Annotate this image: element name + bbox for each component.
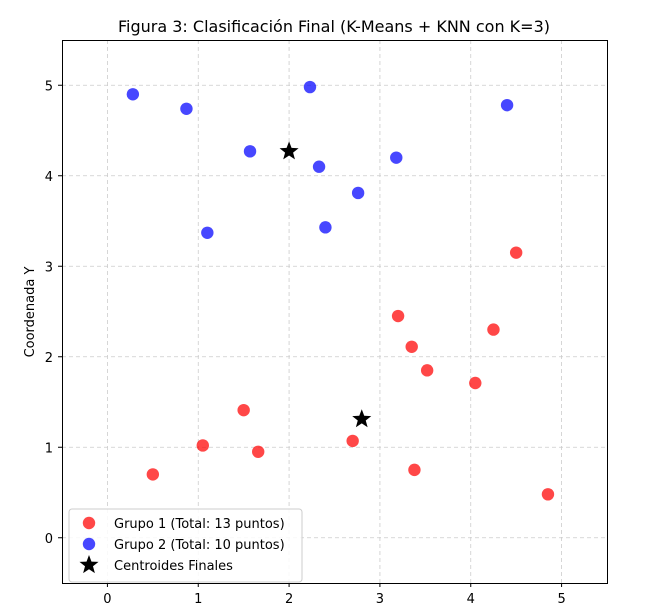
grupo-2-point: [201, 226, 214, 239]
grupo-1-point: [405, 340, 418, 353]
legend-marker: [82, 516, 96, 530]
x-tick-label: 2: [285, 592, 293, 607]
grupo-2-point: [243, 145, 257, 158]
grupo-1-point: [391, 309, 405, 323]
grupo-2-point: [180, 102, 193, 115]
grupo-2-point: [500, 98, 514, 112]
grupo-1-point: [196, 439, 209, 452]
legend: Grupo 1 (Total: 13 puntos) Grupo 2 (Total…: [68, 508, 303, 583]
legend-label: Grupo 1 (Total: 13 puntos): [114, 517, 285, 532]
grupo-1-point: [146, 468, 160, 481]
grupo-1-point: [408, 463, 421, 477]
grupo-1-point: [420, 364, 434, 377]
legend-marker: [82, 537, 96, 551]
y-axis-ticks: 0 1 2 3 4 5: [45, 79, 62, 547]
legend-star-marker: [79, 555, 99, 574]
grupo-2-point: [126, 88, 140, 101]
y-tick-label: 1: [45, 441, 53, 456]
grupo-1-point: [252, 445, 265, 458]
y-tick-label: 4: [45, 170, 53, 185]
grupo-1-point: [469, 376, 482, 390]
y-tick-label: 3: [45, 260, 53, 275]
grupo-1-point: [346, 434, 359, 448]
x-tick-label: 3: [376, 592, 384, 607]
data-points: [126, 80, 555, 501]
legend-label: Grupo 2 (Total: 10 puntos): [114, 538, 285, 553]
y-axis-label: Coordenada Y: [23, 267, 38, 358]
plot-frame: [62, 40, 608, 584]
x-tick-label: 0: [103, 592, 111, 607]
y-tick-label: 0: [45, 532, 53, 547]
y-tick-label: 5: [45, 79, 53, 94]
x-tick-label: 5: [557, 592, 565, 607]
centroid-star: [279, 141, 299, 160]
chart-title: Figura 3: Clasificación Final (K-Means +…: [118, 17, 550, 36]
legend-label: Centroides Finales: [114, 559, 233, 574]
y-tick-label: 2: [45, 351, 53, 366]
grupo-2-point: [312, 160, 326, 173]
grupo-2-point: [351, 186, 365, 200]
centroid-star: [352, 409, 372, 428]
grupo-2-point: [319, 221, 332, 234]
grupo-1-point: [509, 246, 523, 259]
x-tick-label: 1: [194, 592, 202, 607]
grupo-2-point: [390, 151, 403, 164]
x-tick-label: 4: [467, 592, 475, 607]
grupo-1-point: [487, 323, 500, 336]
legend-box: [68, 508, 303, 583]
grupo-1-point: [541, 488, 555, 501]
grupo-1-point: [237, 403, 250, 417]
grupo-2-point: [303, 80, 317, 94]
